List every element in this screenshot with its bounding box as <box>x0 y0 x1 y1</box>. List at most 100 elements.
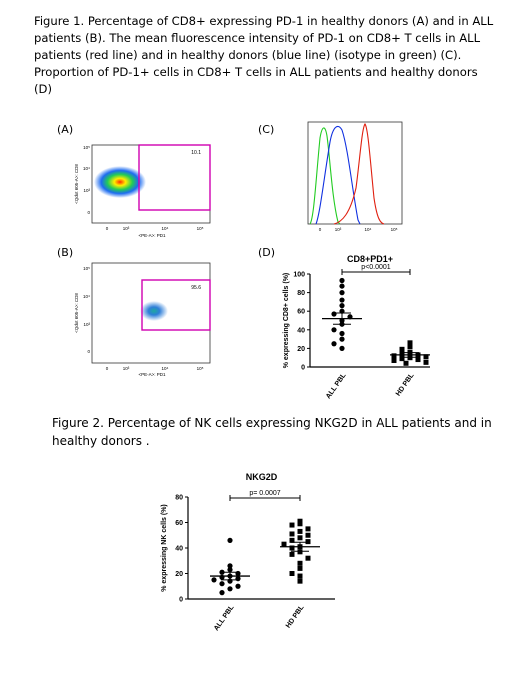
histogram-overlay-c: 0 10³ 10⁴ 10⁵ <box>307 121 403 232</box>
data-point <box>297 565 303 571</box>
data-point <box>407 344 413 350</box>
data-point <box>331 327 337 333</box>
data-point <box>235 576 241 582</box>
data-point <box>289 537 295 543</box>
data-point <box>339 297 345 303</box>
data-point <box>391 357 397 363</box>
data-point <box>227 567 233 573</box>
data-point <box>227 563 233 569</box>
healthy-donor-curve-blue <box>315 125 361 225</box>
figure1-caption: Figure 1. Percentage of CD8+ expressing … <box>34 14 494 96</box>
x-tick: 10⁵ <box>197 366 204 371</box>
data-point <box>399 351 405 357</box>
y-tick-label: 20 <box>175 571 183 578</box>
gate-rectangle <box>141 279 211 331</box>
data-point <box>415 357 421 363</box>
x-category-label: HD PBL <box>285 604 306 630</box>
data-point <box>211 577 217 583</box>
chart-title: NKG2D <box>246 472 278 482</box>
y-tick-label: 0 <box>301 365 305 372</box>
scatter-chart-cd8-pd1: 0 20 40 60 80 100 CD8+PD1+ % expressing CD8+ ce… <box>283 254 430 401</box>
scatter-chart-nkg2d: 0 20 40 60 80 NKG2D % expressing NK cells (%) p… <box>161 472 335 632</box>
data-point <box>339 336 345 342</box>
data-point <box>297 535 303 541</box>
isotype-curve-green <box>309 127 341 225</box>
x-tick: 10⁵ <box>197 226 204 231</box>
data-point <box>289 551 295 557</box>
x-tick: 10⁴ <box>365 227 372 232</box>
y-tick-label: 100 <box>293 272 305 279</box>
data-point <box>235 583 241 589</box>
data-point <box>281 541 287 547</box>
cell-population <box>140 301 168 321</box>
gate-rectangle <box>138 144 211 211</box>
y-tick-label: 0 <box>179 597 183 604</box>
data-point <box>391 353 397 359</box>
data-point <box>423 354 429 360</box>
y-tick-label: 60 <box>297 309 305 316</box>
data-point <box>331 341 337 347</box>
data-point <box>297 528 303 534</box>
x-tick: 10³ <box>123 226 130 231</box>
x-category-label: ALL PBL <box>325 372 348 401</box>
y-tick: 10⁴ <box>83 294 90 299</box>
p-value-annotation: p<0.0001 <box>361 264 390 271</box>
data-point <box>407 340 413 346</box>
data-point <box>305 539 311 545</box>
x-tick: 10³ <box>123 366 130 371</box>
x-tick: 0 <box>319 227 322 232</box>
data-point <box>399 346 405 352</box>
panel-label-a: (A) <box>57 123 74 136</box>
data-point <box>297 549 303 555</box>
data-point <box>289 571 295 576</box>
data-point <box>227 537 233 543</box>
chart-title: CD8+PD1+ <box>347 254 393 264</box>
panel-label-d: (D) <box>258 246 276 259</box>
data-point <box>297 578 303 584</box>
x-tick: 10⁴ <box>162 366 169 371</box>
data-point <box>289 545 295 551</box>
x-category-label: HD PBL <box>395 372 416 398</box>
data-point <box>235 570 241 577</box>
data-point <box>219 590 225 596</box>
y-axis-label: <Qdot 605-A>: CD8 <box>74 293 79 333</box>
all-patient-curve-red <box>333 123 385 225</box>
p-value-annotation: p= 0.0007 <box>249 490 280 497</box>
data-point <box>423 359 429 365</box>
data-point <box>297 573 303 579</box>
data-point <box>339 345 345 351</box>
x-tick: 0 <box>106 366 109 371</box>
y-tick: 10⁴ <box>83 166 90 171</box>
data-point <box>305 555 311 561</box>
x-axis-label: <PE-A>: PD1 <box>138 233 166 238</box>
data-point <box>219 581 225 587</box>
plot-frame <box>307 121 403 225</box>
data-point <box>399 356 405 362</box>
y-tick: 0 <box>87 210 90 215</box>
data-point <box>289 522 295 528</box>
x-tick: 10⁴ <box>162 226 169 231</box>
y-axis-label: % expressing NK cells (%) <box>161 504 168 592</box>
data-point <box>305 532 311 538</box>
data-point <box>339 308 345 314</box>
y-tick: 10³ <box>83 322 90 327</box>
x-tick: 10³ <box>335 227 342 232</box>
data-point <box>289 531 295 537</box>
y-axis-label: % expressing CD8+ cells (%) <box>283 273 290 369</box>
data-point <box>339 290 345 296</box>
y-tick-label: 40 <box>175 546 183 553</box>
data-point <box>227 586 233 592</box>
gate-percentage: 95.6 <box>191 285 201 291</box>
data-point <box>297 560 303 566</box>
x-tick: 10⁵ <box>391 227 398 232</box>
data-point <box>297 518 303 524</box>
data-point <box>297 521 303 527</box>
panel-label-b: (B) <box>57 246 74 259</box>
x-tick: 0 <box>106 226 109 231</box>
data-point <box>403 360 409 366</box>
data-point <box>339 330 345 337</box>
y-tick: 10³ <box>83 188 90 193</box>
data-point <box>339 283 345 289</box>
flow-plot-b: 95.6 10⁵ 10⁴ 10³ 0 0 10³ 10⁴ 10⁵ <PE-A>:… <box>74 262 211 377</box>
y-tick-label: 20 <box>297 346 305 353</box>
